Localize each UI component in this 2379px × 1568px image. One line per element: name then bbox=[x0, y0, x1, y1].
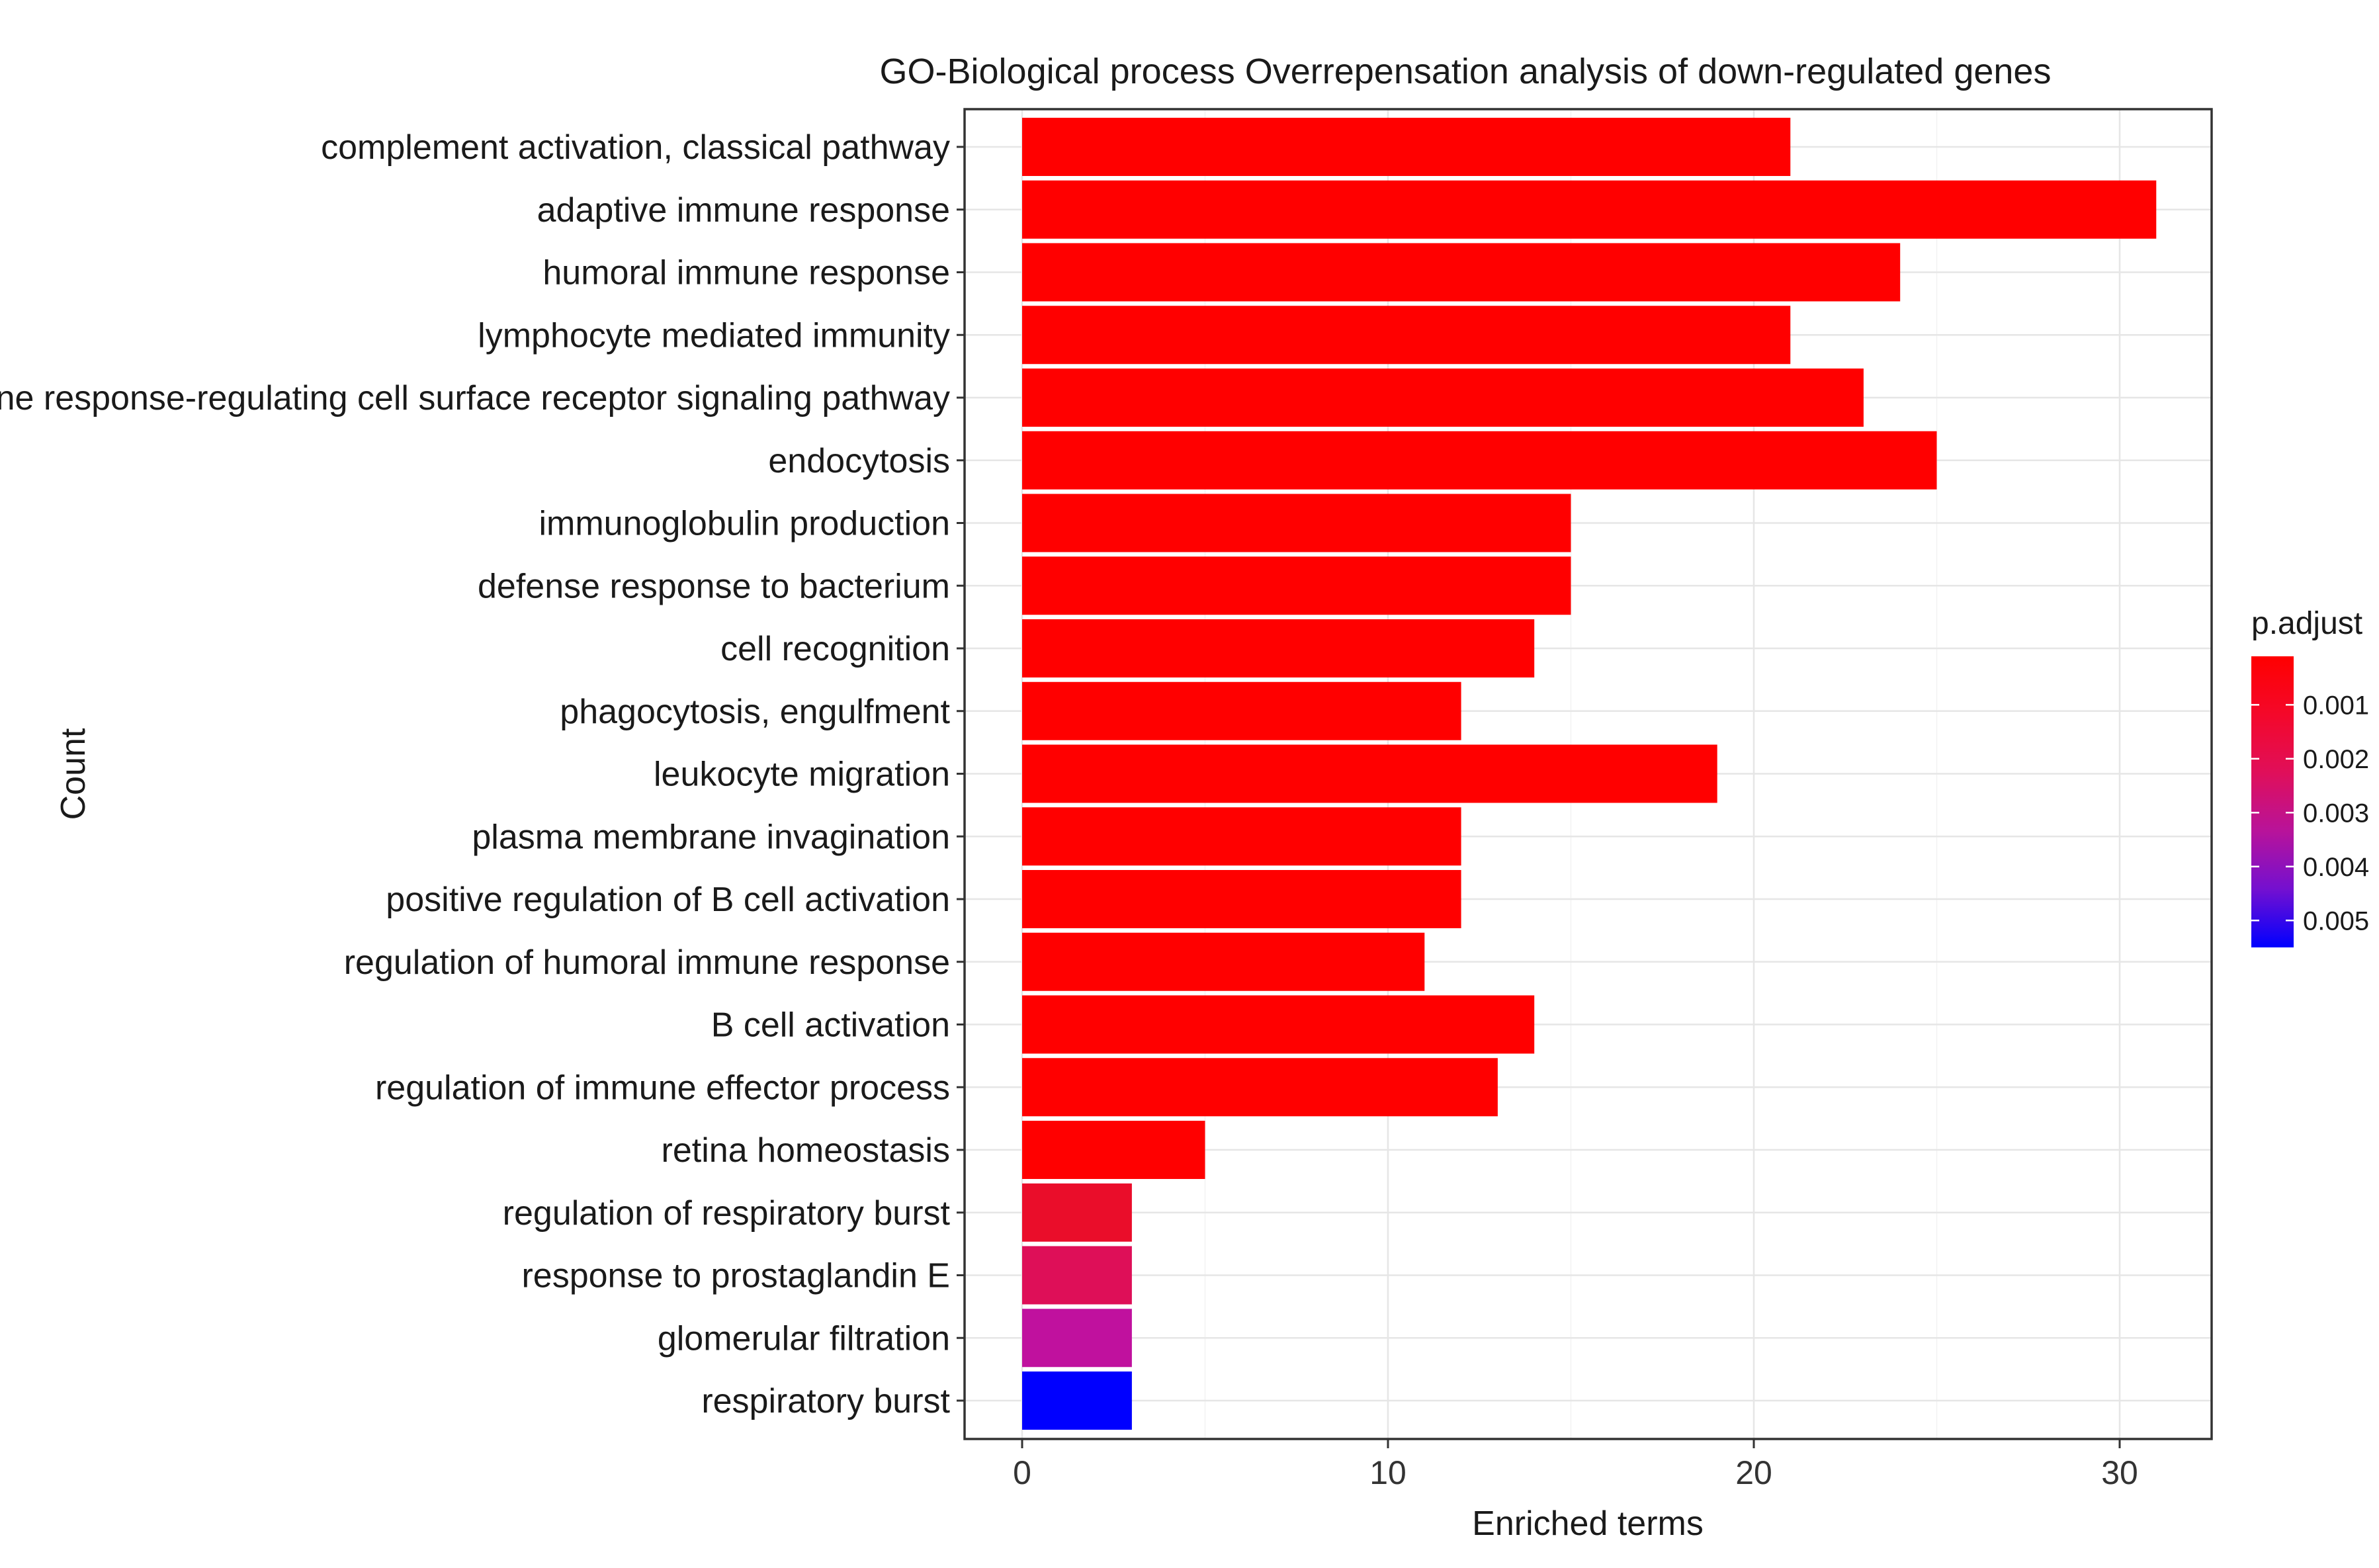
bar-21 bbox=[1022, 1372, 1132, 1430]
legend-tick-label: 0.005 bbox=[2303, 906, 2369, 936]
y-tick-label: regulation of humoral immune response bbox=[344, 943, 950, 982]
x-tick-label: 30 bbox=[2101, 1454, 2138, 1491]
y-tick-label: adaptive immune response bbox=[537, 191, 950, 230]
legend-title: p.adjust bbox=[2251, 606, 2362, 641]
bar-9 bbox=[1022, 619, 1535, 677]
y-tick-label: cell recognition bbox=[720, 630, 950, 668]
legend-colorbar bbox=[2251, 656, 2294, 947]
bar-11 bbox=[1022, 744, 1717, 803]
plot-panel bbox=[963, 108, 2213, 1440]
y-tick-label: defense response to bacterium bbox=[478, 567, 950, 605]
bar-3 bbox=[1022, 243, 1901, 302]
bar-12 bbox=[1022, 807, 1461, 866]
legend-ticks: 0.001 0.002 0.003 0.004 0.005 bbox=[2251, 691, 2369, 936]
bar-15 bbox=[1022, 995, 1535, 1054]
legend-tick-label: 0.001 bbox=[2303, 691, 2369, 720]
bar-7 bbox=[1022, 494, 1571, 552]
y-tick-label: B cell activation bbox=[711, 1006, 950, 1045]
bar-5 bbox=[1022, 369, 1864, 427]
y-tick-label: endocytosis bbox=[768, 442, 950, 480]
bars bbox=[1022, 118, 2157, 1430]
bar-6 bbox=[1022, 431, 1937, 490]
bar-16 bbox=[1022, 1058, 1498, 1117]
legend-tick-label: 0.002 bbox=[2303, 745, 2369, 774]
y-tick-label: glomerular filtration bbox=[658, 1319, 950, 1358]
x-axis-title: Enriched terms bbox=[1472, 1504, 1704, 1543]
bar-18 bbox=[1022, 1183, 1132, 1242]
y-tick-label: leukocyte migration bbox=[654, 756, 950, 794]
bar-20 bbox=[1022, 1309, 1132, 1368]
bar-19 bbox=[1022, 1246, 1132, 1305]
x-tick-label: 10 bbox=[1369, 1454, 1406, 1491]
y-axis: complement activation, classical pathway… bbox=[0, 128, 965, 1420]
legend-tick-label: 0.004 bbox=[2303, 853, 2369, 882]
y-tick-label: regulation of immune effector process bbox=[375, 1068, 950, 1107]
bar-10 bbox=[1022, 681, 1461, 740]
bar-8 bbox=[1022, 556, 1571, 615]
bar-4 bbox=[1022, 306, 1791, 365]
y-tick-label: complement activation, classical pathway bbox=[321, 128, 950, 167]
y-tick-label: retina homeostasis bbox=[662, 1131, 950, 1170]
y-tick-label: positive regulation of B cell activation bbox=[386, 881, 950, 919]
legend-tick-label: 0.003 bbox=[2303, 799, 2369, 828]
y-tick-label: immunoglobulin production bbox=[539, 505, 951, 543]
y-tick-label: response to prostaglandin E bbox=[521, 1257, 950, 1295]
x-tick-label: 0 bbox=[1013, 1454, 1031, 1491]
y-tick-label: lymphocyte mediated immunity bbox=[478, 316, 950, 355]
y-tick-label: immune response-regulating cell surface … bbox=[0, 379, 950, 417]
color-legend: p.adjust 0.001 0.002 0.003 0.004 0.005 bbox=[2251, 606, 2369, 947]
x-axis: 0 10 20 30 bbox=[1013, 1439, 2138, 1491]
bar-17 bbox=[1022, 1121, 1205, 1179]
bar-1 bbox=[1022, 118, 1791, 176]
bar-2 bbox=[1022, 180, 2157, 239]
chart-title: GO-Biological process Overrepensation an… bbox=[880, 52, 2052, 91]
y-tick-label: humoral immune response bbox=[542, 254, 950, 292]
bar-13 bbox=[1022, 870, 1461, 928]
x-tick-label: 20 bbox=[1735, 1454, 1772, 1491]
bar-14 bbox=[1022, 932, 1425, 991]
y-tick-label: phagocytosis, engulfment bbox=[560, 693, 950, 731]
y-tick-label: respiratory burst bbox=[701, 1382, 950, 1420]
y-axis-title: Count bbox=[54, 728, 93, 820]
y-tick-label: plasma membrane invagination bbox=[472, 818, 950, 856]
y-tick-label: regulation of respiratory burst bbox=[503, 1194, 951, 1233]
